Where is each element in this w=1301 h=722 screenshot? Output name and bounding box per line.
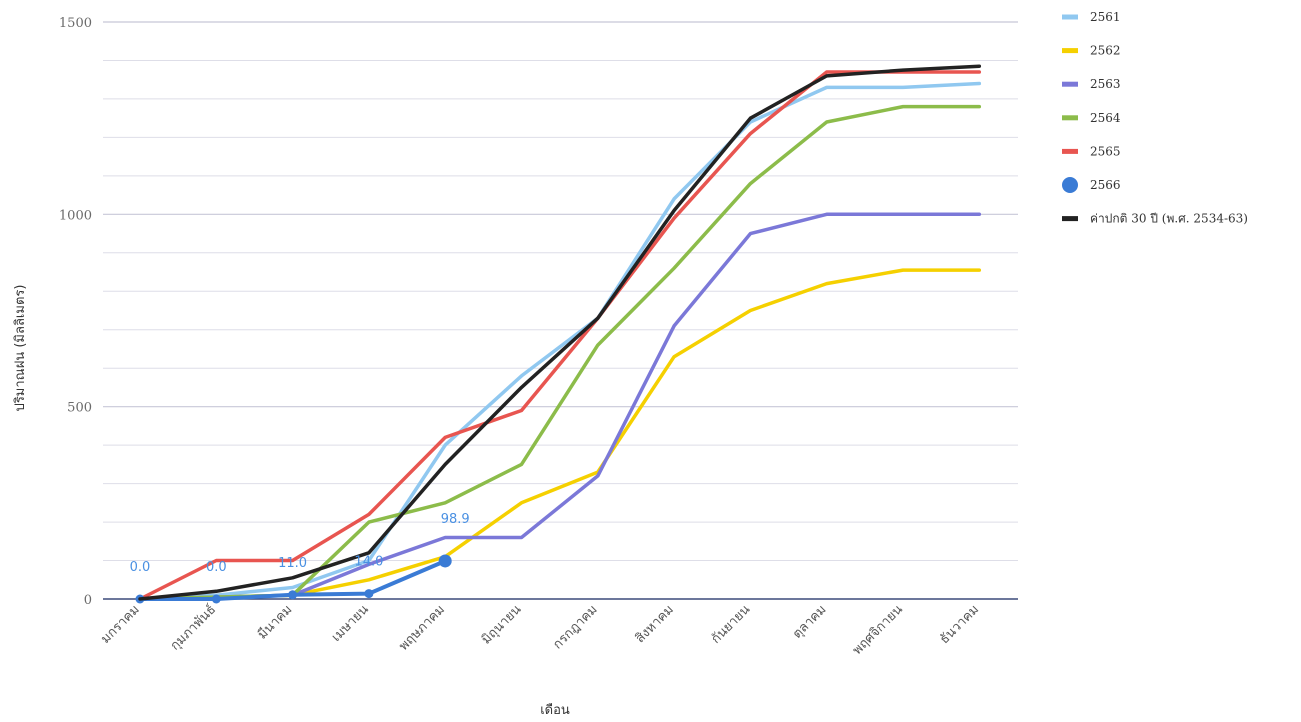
data-label: 98.9: [441, 512, 470, 527]
data-label: 0.0: [206, 560, 227, 575]
series-line-5: [138, 70, 982, 601]
x-tick-label: พฤศจิกายน: [850, 602, 906, 658]
legend-swatch: [1062, 177, 1078, 193]
x-tick-label: กรกฎาคม: [550, 602, 600, 652]
y-axis-title: ปริมาณฝน (มิลลิเมตร): [13, 285, 28, 412]
x-tick-label: ตุลาคม: [790, 602, 830, 642]
data-label: 0.0: [130, 560, 151, 575]
data-label: 11.0: [278, 556, 307, 571]
legend-swatch: [1062, 14, 1078, 20]
x-tick-label: ธันวาคม: [937, 602, 982, 647]
legend-label: 2561: [1090, 10, 1121, 24]
series-line-1: [138, 81, 982, 601]
legend-swatch: [1062, 148, 1078, 154]
data-point: [211, 594, 221, 604]
x-tick-label: มีนาคม: [254, 602, 295, 643]
legend-swatch: [1062, 216, 1078, 222]
grid: [103, 21, 1018, 562]
legend-label: 2564: [1090, 111, 1121, 125]
x-tick-label: กุมภาพันธ์: [167, 602, 219, 654]
x-tick-label: มิถุนายน: [479, 602, 524, 647]
x-tick-label: มกราคม: [98, 602, 143, 647]
y-tick-label: 0: [84, 593, 92, 608]
data-labels: 0.0 0.0 11.0 14.0 98.9: [130, 512, 470, 575]
legend-swatch: [1062, 48, 1078, 54]
legend-label: 2566: [1090, 178, 1121, 192]
legend-label: 2563: [1090, 77, 1121, 91]
data-label: 14.0: [354, 555, 383, 570]
legend-label: 2565: [1090, 144, 1121, 158]
data-point: [364, 589, 374, 599]
x-axis-title: เดือน: [540, 702, 570, 718]
series-line-2: [138, 268, 982, 601]
x-tick-label: เมษายน: [329, 602, 372, 645]
legend-label: ค่าปกติ 30 ปี (พ.ศ. 2534-63): [1090, 212, 1248, 226]
x-tick-label: พฤษภาคม: [396, 602, 448, 654]
x-tick-label: กันยายน: [709, 602, 754, 647]
x-tick-label: สิงหาคม: [633, 602, 677, 646]
legend-label: 2562: [1090, 44, 1121, 58]
series-line-7: [138, 64, 982, 601]
y-tick-label: 1500: [59, 16, 92, 31]
legend-swatch: [1062, 115, 1078, 121]
data-point: [438, 554, 452, 568]
data-point: [288, 590, 298, 600]
series-group: [135, 64, 982, 604]
legend-swatch: [1062, 81, 1078, 87]
legend: 2561 2562 2563 2564 2565 2566 ค่าปกติ 30 ปี (พ…: [1062, 10, 1248, 226]
y-tick-label: 1000: [59, 208, 92, 223]
y-tick-label: 500: [67, 401, 92, 416]
